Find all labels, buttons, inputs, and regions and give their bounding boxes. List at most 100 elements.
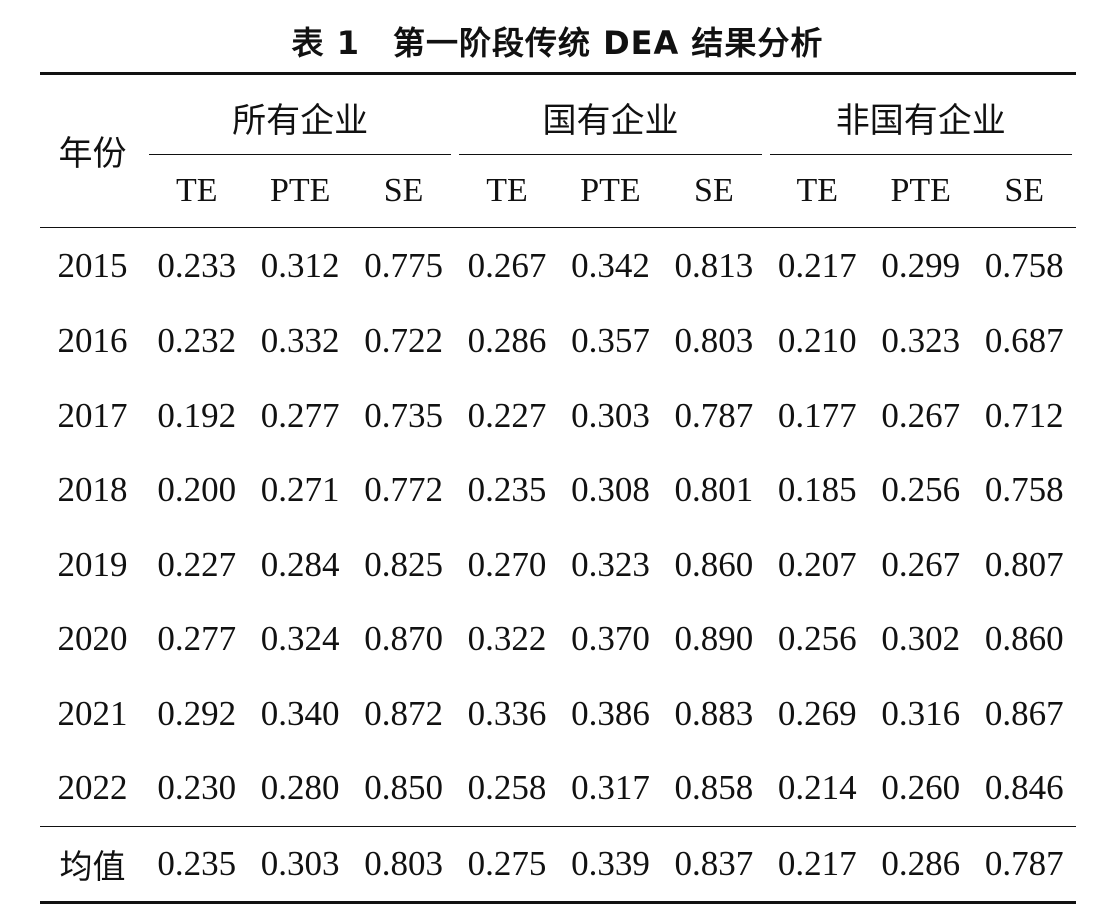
cell-value: 0.230 — [157, 768, 237, 808]
sub-header-row: TE PTE SE TE PTE SE TE PTE SE — [40, 155, 1076, 228]
cell-value: 0.775 — [364, 246, 443, 285]
table-caption: 表 1 第一阶段传统 DEA 结果分析 — [291, 24, 824, 62]
row-year: 2021 — [57, 693, 128, 733]
cell-value: 0.185 — [777, 470, 857, 510]
cell-value: 0.813 — [674, 246, 754, 285]
row-year: 2016 — [57, 321, 128, 361]
mean-value: 0.235 — [145, 825, 249, 904]
cell-value: 0.322 — [467, 619, 547, 659]
cell-value: 0.807 — [984, 544, 1064, 584]
cell-value: 0.200 — [157, 470, 237, 510]
cell-value: 0.772 — [364, 470, 443, 510]
sub-header-pte: PTE — [890, 172, 951, 209]
mean-row: 均值 0.235 0.303 0.803 0.275 0.339 0.837 0… — [40, 825, 1076, 904]
cell-value: 0.267 — [881, 395, 961, 435]
cell-value: 0.271 — [260, 470, 340, 510]
cell-value: 0.386 — [571, 693, 650, 733]
sub-header-te: TE — [486, 172, 528, 209]
row-year: 2020 — [57, 619, 128, 659]
cell-value: 0.870 — [364, 619, 443, 659]
cell-value: 0.299 — [881, 246, 961, 285]
cell-value: 0.883 — [674, 693, 754, 733]
cell-value: 0.324 — [260, 619, 340, 659]
cell-value: 0.303 — [571, 395, 650, 435]
mean-value: 0.803 — [351, 825, 456, 904]
cell-value: 0.825 — [364, 544, 443, 584]
cell-value: 0.233 — [157, 246, 237, 285]
cell-value: 0.787 — [674, 395, 754, 435]
cell-value: 0.286 — [467, 321, 547, 361]
cell-value: 0.312 — [260, 246, 340, 285]
cell-value: 0.850 — [364, 768, 443, 808]
cell-value: 0.227 — [157, 544, 237, 584]
cell-value: 0.323 — [881, 321, 961, 361]
cell-value: 0.256 — [881, 470, 961, 510]
mean-value: 0.787 — [972, 825, 1076, 904]
table-row: 2018 0.200 0.271 0.772 0.235 0.308 0.801… — [40, 453, 1076, 528]
cell-value: 0.308 — [571, 470, 650, 510]
cell-value: 0.687 — [984, 321, 1064, 361]
mean-value: 0.339 — [558, 825, 663, 904]
mean-row-label: 均值 — [40, 825, 146, 904]
cell-value: 0.860 — [984, 619, 1064, 659]
cell-value: 0.860 — [674, 544, 754, 584]
sub-header-pte: PTE — [580, 172, 641, 209]
table-row: 2017 0.192 0.277 0.735 0.227 0.303 0.787… — [40, 379, 1076, 454]
cell-value: 0.332 — [260, 321, 340, 361]
cell-value: 0.214 — [777, 768, 857, 808]
group-header-row: 年份 所有企业 国有企业 非国有企业 — [40, 73, 1076, 174]
table-row: 2022 0.230 0.280 0.850 0.258 0.317 0.858… — [40, 751, 1076, 826]
cell-value: 0.758 — [984, 470, 1064, 510]
cell-value: 0.867 — [984, 693, 1064, 733]
cell-value: 0.267 — [881, 544, 961, 584]
row-year: 2019 — [57, 544, 128, 584]
cell-value: 0.232 — [157, 321, 237, 361]
mean-value: 0.275 — [455, 825, 559, 904]
cell-value: 0.177 — [777, 395, 857, 435]
cell-value: 0.340 — [260, 693, 340, 733]
cell-value: 0.284 — [260, 544, 340, 584]
cell-value: 0.258 — [467, 768, 547, 808]
cell-value: 0.890 — [674, 619, 754, 659]
mean-value: 0.303 — [248, 825, 352, 904]
year-column-header: 年份 — [58, 133, 127, 174]
mean-value: 0.286 — [869, 825, 973, 904]
dea-results-table: 年份 所有企业 国有企业 非国有企业 TE PTE SE TE PTE SE T… — [40, 72, 1076, 904]
cell-value: 0.256 — [777, 619, 857, 659]
cell-value: 0.217 — [777, 246, 857, 285]
sub-header-te: TE — [175, 172, 218, 209]
mean-value: 0.837 — [662, 825, 766, 904]
row-year: 2022 — [57, 768, 128, 808]
cell-value: 0.267 — [467, 246, 547, 285]
cell-value: 0.758 — [984, 246, 1064, 285]
cell-value: 0.292 — [157, 693, 237, 733]
row-year: 2017 — [57, 395, 128, 435]
cell-value: 0.235 — [467, 470, 547, 510]
table-row: 2021 0.292 0.340 0.872 0.336 0.386 0.883… — [40, 677, 1076, 752]
cell-value: 0.872 — [364, 693, 443, 733]
group-header-all: 所有企业 — [145, 74, 455, 156]
cell-value: 0.858 — [674, 768, 754, 808]
cell-value: 0.370 — [571, 619, 650, 659]
sub-header-se: SE — [383, 172, 424, 209]
table-row: 2020 0.277 0.324 0.870 0.322 0.370 0.890… — [40, 602, 1076, 677]
cell-value: 0.227 — [467, 395, 547, 435]
cell-value: 0.722 — [364, 321, 443, 361]
sub-header-pte: PTE — [269, 172, 331, 209]
table-row: 2019 0.227 0.284 0.825 0.270 0.323 0.860… — [40, 528, 1076, 603]
cell-value: 0.712 — [984, 395, 1064, 435]
cell-value: 0.207 — [777, 544, 857, 584]
cell-value: 0.317 — [571, 768, 650, 808]
group-header-state-owned: 国有企业 — [455, 74, 765, 156]
cell-value: 0.846 — [984, 768, 1064, 808]
row-year: 2018 — [57, 470, 128, 510]
cell-value: 0.316 — [881, 693, 961, 733]
cell-value: 0.269 — [777, 693, 857, 733]
cell-value: 0.277 — [260, 395, 340, 435]
cell-value: 0.801 — [674, 470, 754, 510]
sub-header-se: SE — [1004, 172, 1045, 209]
cell-value: 0.357 — [571, 321, 650, 361]
row-year: 2015 — [57, 246, 128, 285]
cell-value: 0.260 — [881, 768, 961, 808]
